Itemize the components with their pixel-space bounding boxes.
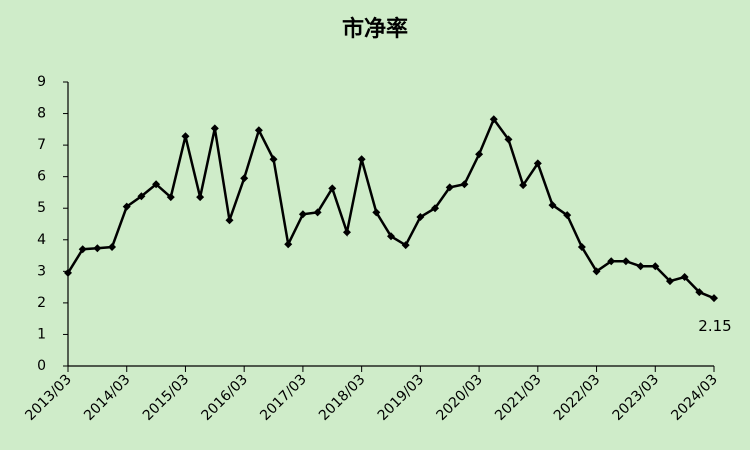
marker: [460, 180, 469, 189]
marker: [284, 240, 293, 249]
marker: [710, 294, 718, 303]
marker: [533, 159, 542, 168]
marker: [152, 180, 161, 189]
marker: [166, 193, 175, 202]
marker: [93, 244, 102, 253]
y-tick-label: 4: [37, 232, 46, 248]
marker: [269, 155, 278, 164]
marker: [78, 245, 87, 254]
marker: [577, 243, 586, 252]
marker: [651, 262, 660, 271]
marker: [196, 193, 205, 202]
marker: [489, 115, 498, 124]
y-tick-label: 7: [37, 137, 46, 153]
marker: [665, 277, 674, 286]
y-tick-label: 0: [37, 358, 46, 374]
marker: [357, 155, 366, 164]
marker: [387, 232, 395, 241]
marker: [416, 213, 425, 222]
y-tick-label: 8: [37, 106, 46, 122]
marker: [181, 132, 190, 141]
marker: [607, 257, 616, 266]
y-tick-label: 9: [37, 74, 46, 90]
marker: [519, 181, 528, 190]
marker: [108, 243, 117, 252]
marker: [122, 202, 131, 211]
marker: [504, 135, 513, 144]
y-tick-label: 2: [37, 295, 46, 311]
y-tick-label: 1: [37, 326, 46, 342]
y-tick-label: 6: [37, 169, 46, 185]
marker: [695, 288, 704, 297]
y-tick-label: 5: [37, 200, 46, 216]
y-tick-label: 3: [37, 263, 46, 279]
marker: [401, 241, 410, 250]
data-label: 2.15: [698, 317, 731, 335]
marker: [475, 150, 484, 159]
marker: [372, 208, 381, 217]
marker: [254, 126, 263, 135]
marker: [431, 204, 440, 213]
marker: [445, 183, 454, 192]
marker: [64, 268, 72, 277]
marker: [328, 184, 337, 193]
marker: [240, 174, 249, 183]
marker: [621, 257, 630, 266]
marker: [548, 201, 557, 210]
marker: [137, 192, 146, 201]
marker: [563, 211, 572, 220]
marker: [342, 228, 351, 237]
marker: [298, 210, 307, 219]
marker: [313, 208, 322, 217]
marker: [210, 124, 219, 133]
chart-title: 市净率: [342, 16, 408, 42]
marker: [225, 216, 234, 225]
marker: [636, 262, 645, 271]
marker: [680, 273, 689, 282]
marker: [592, 267, 601, 276]
